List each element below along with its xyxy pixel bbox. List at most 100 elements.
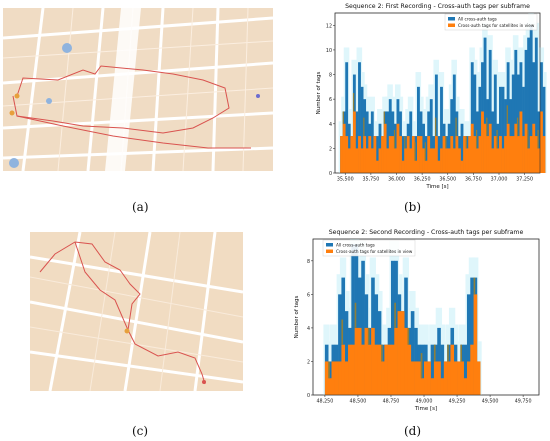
bar-sats-in-view [478,136,482,173]
bar-sats-in-view [377,344,382,395]
plot-frame [334,12,541,174]
bar-sats-in-view [396,123,400,173]
legend-label-all: All cross-auth tags [336,243,375,248]
caption-b: (b) [404,200,422,214]
bar-all-cross-auth [478,86,482,173]
bar-all-cross-auth [344,311,349,395]
chart-title: Sequence 2: Second Recording - Cross-aut… [329,229,524,236]
bar-sats-in-view [381,136,384,173]
bar-sats-in-view [386,148,390,173]
bar-overlap [447,344,449,362]
chart-b-svg: Sequence 2: First Recording - Cross-auth… [316,3,547,190]
bar-overlap [445,136,447,149]
bar-sats-in-view [341,344,346,395]
bar-sats-in-view [394,327,398,395]
bar-sats-in-view [540,111,543,173]
bar-sats-in-view [404,327,408,395]
bar-overlap [455,117,457,137]
y-tick-label: 2 [329,146,332,152]
bar-overlap [527,129,529,149]
bar-all-cross-auth [361,260,365,395]
bar-all-cross-auth [409,111,413,173]
bar-sats-in-view [406,136,410,173]
bar-all-cross-auth [374,294,379,395]
bar-all-cross-auth [376,136,379,173]
bar-sats-in-view [378,148,382,173]
bar-overlap [424,142,426,161]
bar-sats-in-view [460,160,464,173]
bar-sats-in-view [387,344,392,395]
bar-sats-in-view [427,136,431,173]
legend-swatch-sats [448,23,455,27]
bar-sats-in-view [442,136,446,173]
bar-sats-in-view [481,111,484,173]
bar-sats-in-view [437,160,441,173]
bar-overlap [506,105,508,124]
bar-sats-in-view [388,136,392,173]
bar-all-cross-auth [360,86,364,173]
chart-b: Sequence 2: First Recording - Cross-auth… [293,0,550,193]
plot-frame [312,238,540,396]
bar-all-cross-auth [354,244,359,395]
bar-all-cross-auth [537,111,541,173]
bar-sats-in-view [401,160,405,173]
bar-overlap [341,319,344,345]
bar-overlap [383,111,385,124]
bar-all-cross-auth [424,136,428,173]
bar-sats-in-view [397,311,402,395]
bar-sats-in-view [409,148,413,173]
bar-sats-in-view [443,361,448,395]
bar-sats-in-view [447,148,451,173]
bar-sats-in-view [370,148,374,173]
legend-swatch-sats [326,249,333,253]
bar-sats-in-view [473,294,478,395]
map-panel-c [30,232,243,391]
bar-sats-in-view [352,111,356,173]
bar-sats-in-view [453,361,458,395]
legend-label-sats: Cross-auth tags for satellites in view [336,249,413,254]
bar-sats-in-view [486,136,490,173]
bar-sats-in-view [357,327,362,395]
bar-sats-in-view [445,148,449,173]
bar-all-cross-auth [514,49,518,173]
bar-sats-in-view [440,378,445,395]
bar-all-cross-auth [470,277,474,395]
bar-all-cross-auth [532,62,536,173]
bar-sats-in-view [324,361,329,395]
bar-overlap [342,111,344,124]
bar-sats-in-view [542,136,546,173]
bar-sats-in-view [432,148,436,173]
x-tick-label: 48,500 [350,399,367,405]
bar-sats-in-view [519,111,523,173]
bar-sats-in-view [491,148,495,173]
bar-all-cross-auth [420,344,425,395]
bar-all-cross-auth [430,344,435,395]
bar-all-cross-auth [414,136,418,173]
bar-sats-in-view [475,148,479,173]
bar-sats-in-view [376,160,379,173]
bar-sats-in-view [419,136,423,173]
bar-sats-in-view [411,136,415,173]
chart-title: Sequence 2: First Recording - Cross-auth… [345,3,530,10]
bar-all-cross-auth [511,74,515,173]
bar-sats-in-view [516,136,520,173]
x-tick-label: 36,750 [465,177,482,183]
bar-all-cross-auth [475,111,479,173]
bar-sats-in-view [447,361,451,395]
bar-sats-in-view [466,361,471,395]
bar-all-cross-auth [341,277,346,395]
y-tick-label: 4 [329,122,332,128]
bar-sats-in-view [430,378,435,395]
bar-sats-in-view [527,148,531,173]
bar-sats-in-view [340,136,343,173]
bar-sats-in-view [384,344,388,395]
bar-sats-in-view [437,361,441,395]
bar-all-cross-auth [483,37,487,173]
bar-sats-in-view [371,327,375,395]
bar-sats-in-view [400,311,405,395]
bar-sats-in-view [460,361,464,395]
chart-d-svg: Sequence 2: Second Recording - Cross-aut… [294,229,540,412]
bar-sats-in-view [427,361,431,395]
bar-sats-in-view [348,344,352,395]
x-tick-label: 48,250 [316,399,333,405]
